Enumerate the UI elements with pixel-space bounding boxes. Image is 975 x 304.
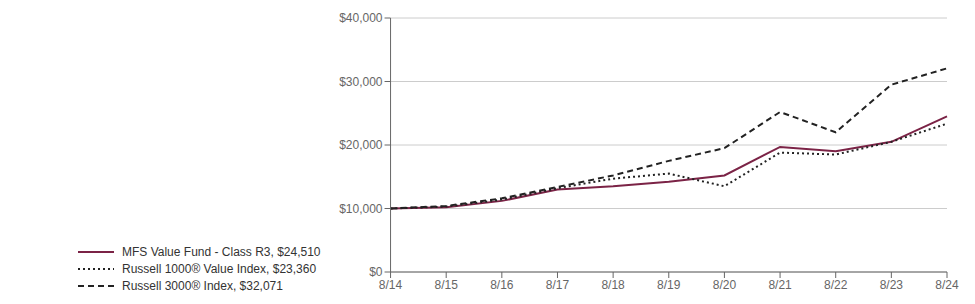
html-text:Russell 1000® Value Index, $23: Russell 1000® Value Index, $23,360 (122, 262, 317, 276)
svg-text:8/16: 8/16 (490, 278, 514, 292)
svg-text:8/20: 8/20 (713, 278, 737, 292)
svg-text:8/17: 8/17 (546, 278, 570, 292)
html-text:Russell 3000® Index, $32,071: Russell 3000® Index, $32,071 (122, 279, 283, 293)
svg-text:$10,000: $10,000 (339, 202, 383, 216)
svg-text:8/21: 8/21 (768, 278, 792, 292)
svg-text:8/19: 8/19 (657, 278, 681, 292)
svg-text:8/18: 8/18 (601, 278, 625, 292)
svg-text:$0: $0 (369, 265, 383, 279)
svg-text:$40,000: $40,000 (339, 11, 383, 25)
html-text:MFS Value Fund - Class R3, $24: MFS Value Fund - Class R3, $24,510 (122, 245, 321, 259)
svg-text:8/22: 8/22 (824, 278, 848, 292)
svg-text:8/15: 8/15 (435, 278, 459, 292)
svg-text:8/14: 8/14 (379, 278, 403, 292)
svg-text:8/23: 8/23 (880, 278, 904, 292)
svg-text:$20,000: $20,000 (339, 138, 383, 152)
svg-text:$30,000: $30,000 (339, 75, 383, 89)
svg-text:8/24: 8/24 (935, 278, 959, 292)
